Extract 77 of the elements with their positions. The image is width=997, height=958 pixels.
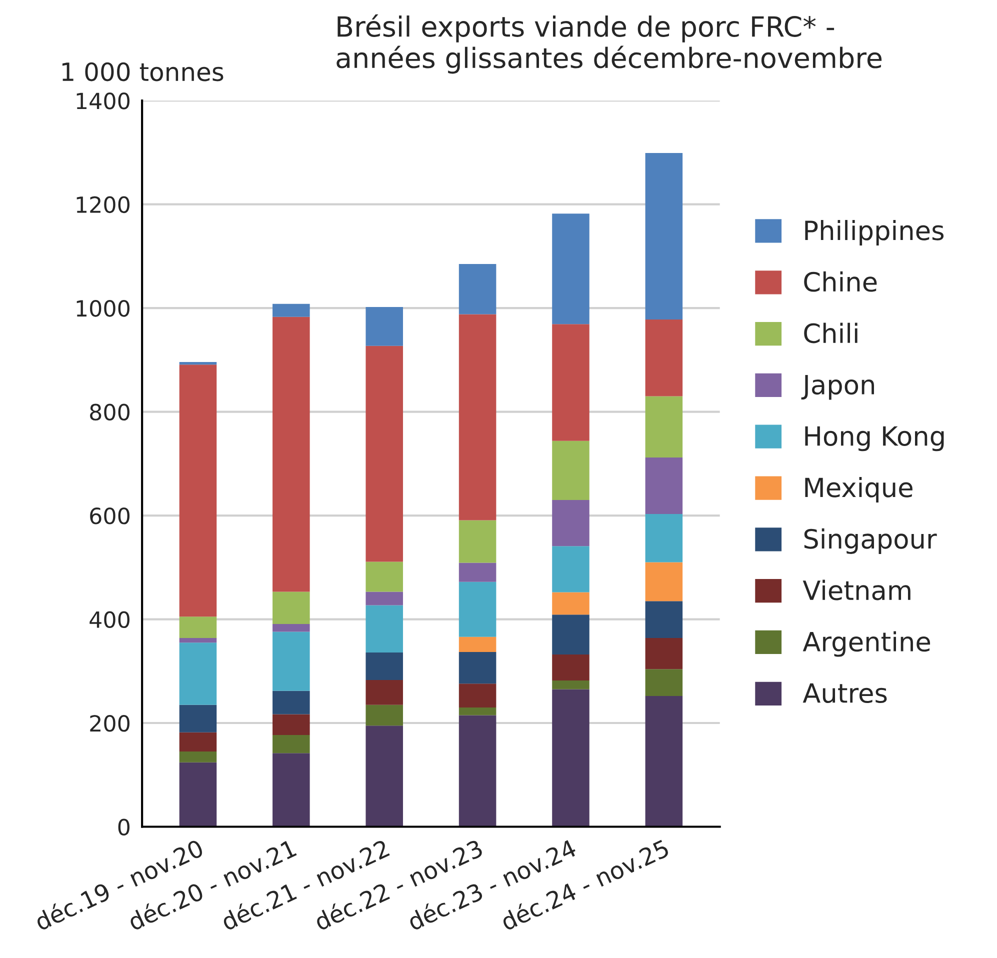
y-tick-label: 400	[90, 611, 130, 628]
bar	[272, 734, 310, 754]
bar	[552, 689, 590, 827]
bar	[645, 696, 683, 827]
bar	[366, 680, 403, 705]
bar	[272, 753, 310, 827]
bar	[645, 152, 683, 320]
bar	[458, 582, 496, 637]
bar	[179, 638, 217, 643]
legend-label: Autres	[802, 683, 887, 704]
bar	[645, 601, 683, 638]
legend-label: Vietnam	[802, 580, 910, 600]
y-tick-label: 1000	[76, 300, 130, 317]
bar	[552, 546, 590, 592]
bar	[645, 514, 683, 562]
bar	[645, 638, 683, 670]
bar	[458, 562, 496, 582]
bar	[645, 319, 683, 396]
bar	[458, 652, 496, 684]
y-axis-title: 1 000 tonnes	[62, 62, 224, 82]
bar	[552, 614, 590, 655]
bar	[458, 520, 496, 563]
legend-label: Philippines	[805, 220, 944, 246]
bar	[179, 704, 217, 732]
legend-label: Mexique	[805, 477, 912, 503]
bar	[179, 362, 217, 365]
legend-label: Chili	[804, 322, 858, 344]
bar	[552, 654, 590, 680]
bar	[179, 752, 217, 762]
bar	[272, 632, 310, 691]
bar	[366, 307, 403, 346]
legend-label: Chine	[804, 271, 877, 292]
y-tick-label: 1400	[76, 92, 130, 110]
bar	[645, 562, 683, 602]
y-tick-label: 1200	[76, 196, 130, 214]
bar	[179, 642, 217, 705]
bar	[552, 592, 590, 615]
legend-label: Argentine	[802, 631, 930, 657]
bar	[552, 440, 590, 500]
bar	[272, 592, 310, 624]
bar	[366, 346, 403, 562]
bar	[366, 562, 403, 592]
bar	[366, 605, 403, 652]
bar	[179, 364, 217, 617]
bar	[366, 592, 403, 606]
legend-label: Singapour	[804, 528, 937, 554]
y-tick-label: 200	[90, 714, 130, 732]
bar	[458, 314, 496, 520]
bar	[272, 690, 310, 714]
y-tick-label: 800	[90, 404, 130, 421]
bar	[458, 264, 496, 314]
bar	[272, 624, 310, 632]
y-tick-label: 0	[118, 818, 130, 836]
bar	[645, 669, 683, 696]
bar	[179, 616, 217, 638]
legend-label: Hong Kong	[805, 426, 944, 452]
bar	[272, 316, 310, 592]
bar	[552, 324, 590, 441]
bar	[458, 715, 496, 827]
y-tick-label: 600	[90, 507, 130, 524]
chart-title: Brésil exports viande de porc FRC* - années glissantes décembre-novembre	[336, 14, 882, 74]
bar	[458, 707, 496, 716]
bar	[458, 636, 496, 652]
bar	[366, 652, 403, 680]
legend-label: Japon	[801, 375, 874, 400]
bar	[552, 680, 590, 690]
bar	[645, 457, 683, 514]
bar	[366, 726, 403, 827]
bar	[458, 684, 496, 708]
bar	[366, 704, 403, 726]
bar	[179, 732, 217, 752]
bar	[272, 304, 310, 317]
bar	[552, 500, 590, 546]
bar	[272, 714, 310, 735]
bar	[179, 762, 217, 827]
bar	[645, 396, 683, 458]
bar	[552, 214, 590, 324]
